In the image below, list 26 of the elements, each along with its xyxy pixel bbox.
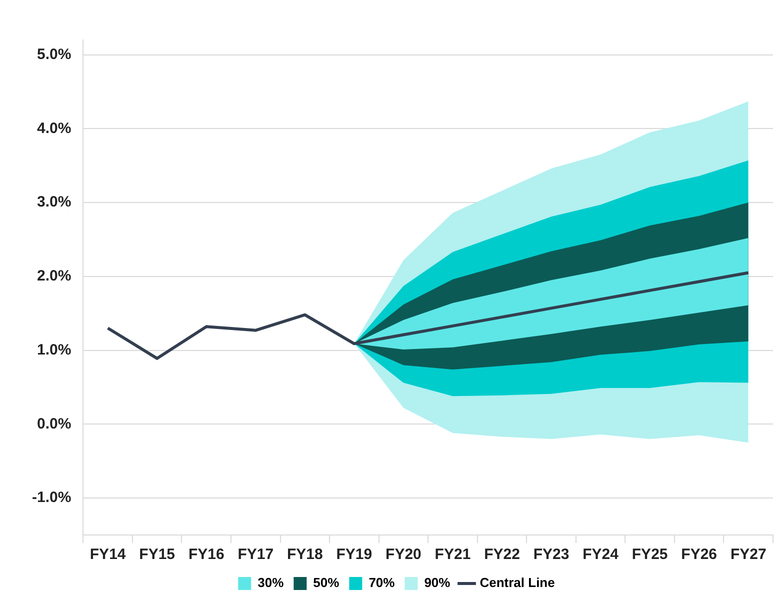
- legend-label: 30%: [258, 575, 284, 590]
- x-tick-label: FY27: [730, 546, 766, 564]
- x-tick-label: FY16: [188, 546, 224, 564]
- y-tick-label: -1.0%: [32, 489, 72, 506]
- legend-label: Central Line: [480, 575, 555, 590]
- legend-label: 90%: [424, 575, 451, 590]
- y-tick-label: 3.0%: [36, 194, 72, 211]
- y-tick-label: 1.0%: [36, 341, 72, 358]
- x-tick-label: FY25: [632, 546, 668, 564]
- x-tick-label: FY17: [238, 546, 274, 564]
- x-tick-label: FY18: [286, 546, 323, 564]
- x-tick-label: FY22: [484, 546, 520, 564]
- legend-label: 50%: [313, 575, 340, 590]
- x-tick-label: FY15: [139, 546, 176, 564]
- x-tick-label: FY14: [90, 546, 126, 564]
- x-tick-label: FY24: [582, 546, 620, 564]
- y-tick-label: 5.0%: [36, 46, 72, 63]
- y-tick-label: 2.0%: [36, 268, 72, 285]
- legend-label: 70%: [368, 575, 396, 590]
- x-tick-label: FY20: [386, 546, 422, 564]
- x-tick-label: FY19: [336, 546, 372, 564]
- x-tick-label: FY26: [681, 546, 718, 564]
- y-tick-label: 4.0%: [36, 120, 72, 137]
- y-tick-label: 0.0%: [36, 415, 72, 432]
- x-tick-label: FY23: [533, 546, 570, 564]
- x-tick-label: FY21: [434, 546, 471, 564]
